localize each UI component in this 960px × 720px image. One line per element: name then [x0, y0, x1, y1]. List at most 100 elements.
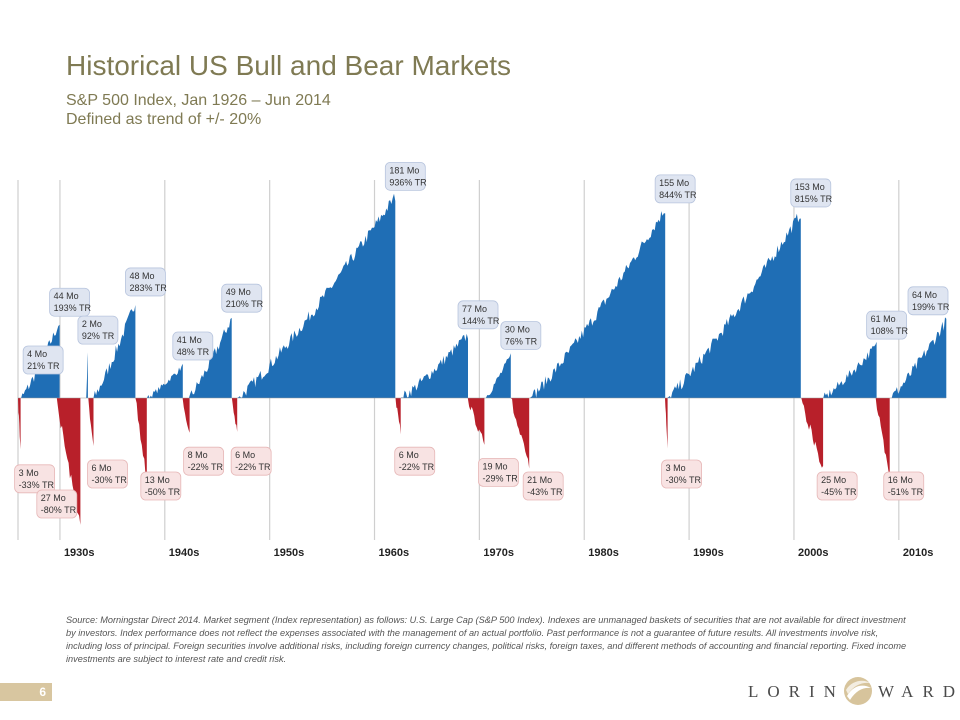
callout-return: 144% TR — [462, 316, 500, 326]
bull-market-area — [484, 353, 511, 398]
bear-callout-box — [183, 446, 225, 476]
callout-return: 48% TR — [177, 347, 210, 357]
bear-callout-box — [394, 446, 436, 476]
bull-market-area — [890, 317, 947, 398]
bear-market-area — [231, 398, 238, 432]
bull-callout-box — [866, 310, 908, 340]
callout-duration: 13 Mo — [145, 475, 170, 485]
chart-title: Historical US Bull and Bear Markets — [66, 50, 512, 81]
bear-callout-box — [816, 471, 858, 501]
callout-return: 108% TR — [871, 326, 909, 336]
source-footnote: Source: Morningstar Direct 2014. Market … — [66, 615, 907, 664]
chart-subtitle-definition: Defined as trend of +/- 20% — [66, 111, 262, 128]
bull-market-area — [667, 213, 801, 398]
bull-market-area — [400, 333, 468, 398]
callout-duration: 77 Mo — [462, 304, 487, 314]
callout-duration: 49 Mo — [226, 287, 251, 297]
bear-callout-box — [36, 489, 78, 519]
decade-label: 1940s — [169, 547, 200, 559]
bull-callout-box — [790, 178, 832, 208]
callout-return: -45% TR — [821, 487, 857, 497]
callout-return: 76% TR — [505, 336, 538, 346]
callout-return: -51% TR — [888, 487, 924, 497]
bear-market-area — [510, 398, 530, 469]
callout-duration: 3 Mo — [666, 463, 686, 473]
callout-duration: 181 Mo — [389, 165, 419, 175]
bull-callout-box — [500, 321, 542, 350]
callout-return: -22% TR — [399, 462, 435, 472]
callout-return: -33% TR — [19, 480, 55, 490]
callout-duration: 4 Mo — [27, 349, 47, 359]
logo-swoosh-icon — [844, 677, 872, 705]
decade-label: 1950s — [274, 547, 305, 559]
callout-return: 92% TR — [82, 331, 115, 341]
callout-duration: 25 Mo — [821, 475, 846, 485]
callout-duration: 6 Mo — [235, 450, 255, 460]
callout-return: 844% TR — [659, 190, 697, 200]
callout-duration: 30 Mo — [505, 324, 530, 334]
callout-duration: 48 Mo — [129, 271, 154, 281]
decade-label: 1960s — [379, 547, 410, 559]
bull-callout-box — [77, 315, 119, 345]
bear-callout-box — [87, 459, 128, 489]
callout-duration: 27 Mo — [41, 493, 66, 503]
callout-return: -22% TR — [235, 462, 271, 472]
callout-return: -29% TR — [482, 473, 518, 483]
bear-callout-box — [661, 459, 702, 489]
logo-text-right: WARD — [878, 682, 960, 701]
loring-ward-logo: LORING WARD — [748, 676, 955, 708]
bear-market-area — [88, 398, 94, 446]
callout-duration: 6 Mo — [399, 450, 419, 460]
callout-duration: 61 Mo — [871, 314, 896, 324]
callout-return: -80% TR — [41, 505, 77, 515]
callout-duration: 3 Mo — [19, 468, 39, 478]
bull-callout-box — [384, 161, 426, 191]
bull-market-area — [147, 363, 183, 398]
callout-duration: 155 Mo — [659, 178, 689, 188]
bull-callout-box — [654, 174, 696, 204]
callout-return: 210% TR — [226, 299, 264, 309]
callout-duration: 21 Mo — [527, 475, 552, 485]
callout-return: -50% TR — [145, 487, 181, 497]
callout-duration: 6 Mo — [91, 463, 111, 473]
bull-callout-box — [457, 300, 499, 330]
bull-market-area — [237, 193, 396, 398]
callout-return: 199% TR — [912, 302, 950, 312]
bear-market-area — [467, 398, 485, 445]
bear-callout-box — [140, 471, 182, 501]
callout-duration: 16 Mo — [888, 475, 913, 485]
decade-label: 1990s — [693, 547, 724, 559]
callout-return: -43% TR — [527, 487, 563, 497]
bear-callout-box — [230, 446, 272, 476]
callout-return: 193% TR — [54, 303, 92, 313]
callout-duration: 41 Mo — [177, 335, 202, 345]
callout-duration: 64 Mo — [912, 290, 937, 300]
bear-market-area — [182, 398, 190, 433]
page-number: 6 — [0, 683, 52, 701]
bear-callout-box — [478, 457, 519, 487]
decade-label: 2010s — [903, 547, 934, 559]
bear-callout-box — [14, 464, 56, 494]
chart-subtitle: S&P 500 Index, Jan 1926 – Jun 2014 — [66, 92, 331, 109]
callout-return: -30% TR — [91, 475, 127, 485]
callout-return: -30% TR — [666, 475, 702, 485]
callout-duration: 44 Mo — [54, 291, 79, 301]
bear-market-area — [801, 398, 824, 468]
bull-callout-box — [49, 287, 90, 317]
decade-label: 1970s — [483, 547, 514, 559]
decade-label: 1930s — [64, 547, 95, 559]
bear-market-area — [18, 398, 21, 450]
decade-label: 1980s — [588, 547, 619, 559]
bull-callout-box — [172, 331, 214, 361]
logo-text-left: LORING — [748, 682, 867, 701]
callout-return: -22% TR — [188, 462, 224, 472]
bear-market-area — [875, 398, 890, 482]
decade-label: 2000s — [798, 547, 829, 559]
bull-market-area — [93, 305, 136, 398]
callout-return: 815% TR — [795, 194, 833, 204]
callout-duration: 153 Mo — [795, 182, 825, 192]
bull-callout-box — [125, 267, 166, 297]
callout-duration: 19 Mo — [482, 461, 507, 471]
bear-callout-box — [883, 471, 925, 501]
bear-market-area — [665, 398, 668, 449]
